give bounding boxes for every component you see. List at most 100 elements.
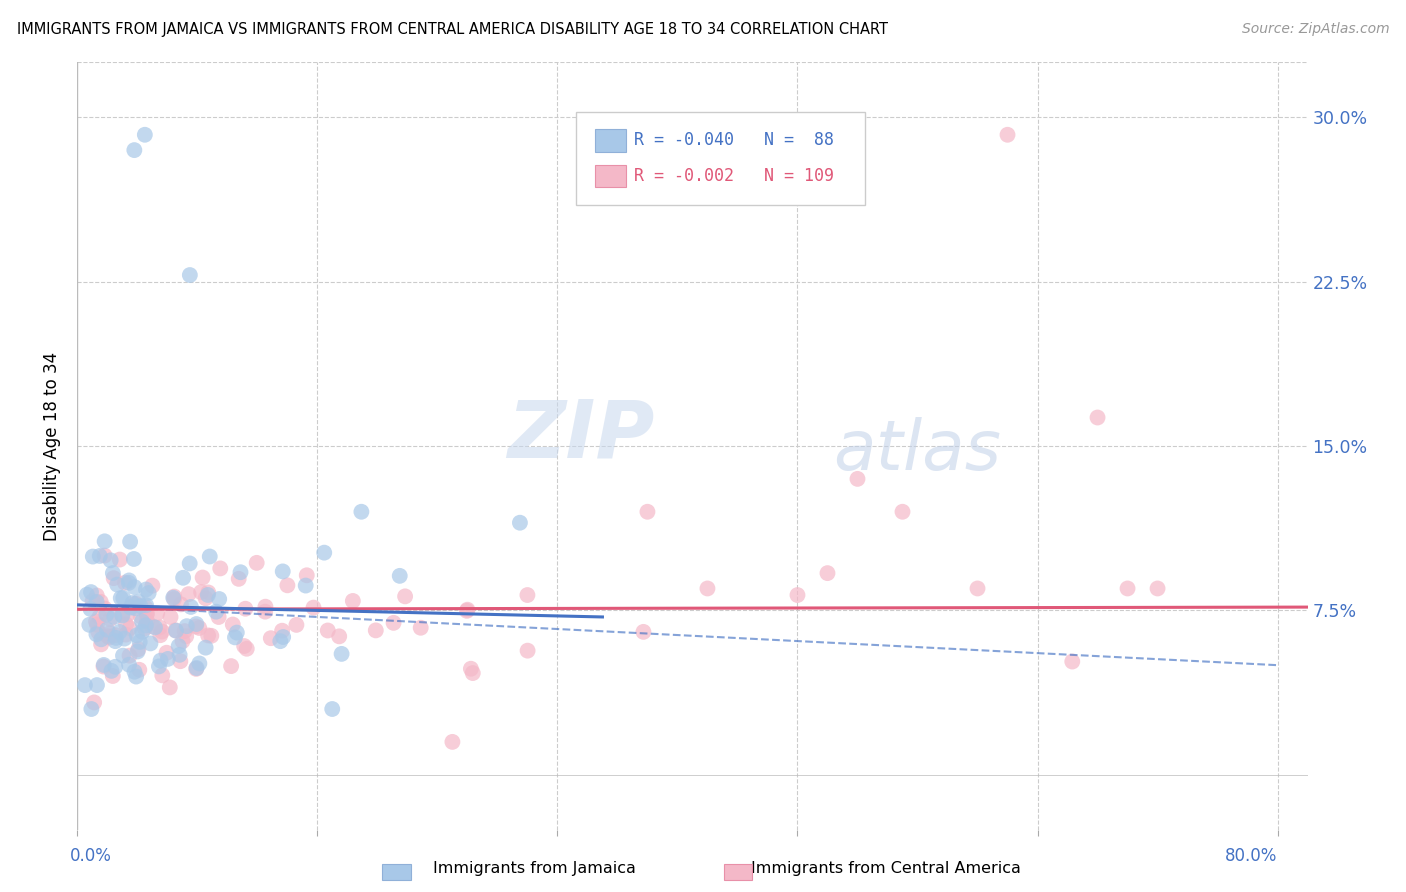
Point [150,668,173,682]
Point [122,552,145,566]
Point [696,582,718,596]
Text: Immigrants from Central America: Immigrants from Central America [751,861,1021,876]
Point [80,585,103,599]
Point [136,614,159,628]
Point [191,570,214,584]
Point [1062,655,1084,669]
Point [124,143,146,157]
Point [186,661,208,675]
Point [169,648,191,662]
Point [180,599,202,614]
Point [79,617,101,632]
Point [817,566,839,581]
Point [90,637,112,651]
Point [209,561,232,575]
Point [127,644,149,658]
Point [167,639,190,653]
Point [208,610,231,624]
Point [170,598,193,612]
Point [235,641,257,656]
Point [516,643,538,657]
Point [110,591,132,605]
Point [118,574,141,588]
Point [169,654,191,668]
Point [172,634,194,648]
Point [188,657,211,671]
Point [135,607,157,622]
Point [79,602,101,616]
Point [90,595,112,609]
Point [456,603,478,617]
Point [456,604,478,618]
Point [127,595,149,609]
Point [89,610,111,624]
Point [172,571,194,585]
Point [118,648,141,663]
Point [111,648,134,663]
Point [394,590,416,604]
Point [330,647,353,661]
Point [225,625,247,640]
Point [997,128,1019,142]
Point [966,582,988,596]
Point [208,592,231,607]
Point [441,735,464,749]
Point [184,619,207,633]
Point [84,615,107,629]
Point [294,578,316,592]
Point [125,628,148,642]
Point [131,624,153,639]
Point [124,665,146,679]
Text: Immigrants from Jamaica: Immigrants from Jamaica [433,861,636,876]
Point [135,599,157,613]
Point [163,590,186,604]
Point [176,619,198,633]
Point [131,615,153,629]
Point [461,666,484,681]
Point [197,628,219,642]
Point [302,600,325,615]
Point [271,565,294,579]
Point [104,631,127,645]
Point [190,585,212,599]
Point [101,566,124,580]
Point [276,578,298,592]
Text: ZIP: ZIP [508,396,655,474]
Point [254,599,277,614]
Point [328,629,350,643]
Point [388,569,411,583]
Point [134,128,156,142]
Point [149,628,172,642]
Point [295,568,318,582]
Point [409,621,432,635]
Point [260,631,283,645]
Point [124,580,146,594]
Text: Source: ZipAtlas.com: Source: ZipAtlas.com [1241,22,1389,37]
Point [382,615,405,630]
Point [198,549,221,564]
Point [87,625,110,640]
Point [104,628,127,642]
Point [460,662,482,676]
Point [636,505,658,519]
Point [141,579,163,593]
Point [633,624,655,639]
Point [104,660,127,674]
Point [112,632,135,646]
Point [94,601,117,615]
Point [509,516,531,530]
Point [143,620,166,634]
Point [228,572,250,586]
Point [120,534,142,549]
Point [86,595,108,609]
Point [118,575,141,590]
Point [173,624,195,639]
Point [83,695,105,709]
Text: R = -0.040   N =  88: R = -0.040 N = 88 [634,131,834,149]
Point [115,617,138,632]
Point [194,591,217,606]
Point [86,678,108,692]
Point [98,631,121,645]
Point [124,597,146,611]
Point [128,635,150,649]
